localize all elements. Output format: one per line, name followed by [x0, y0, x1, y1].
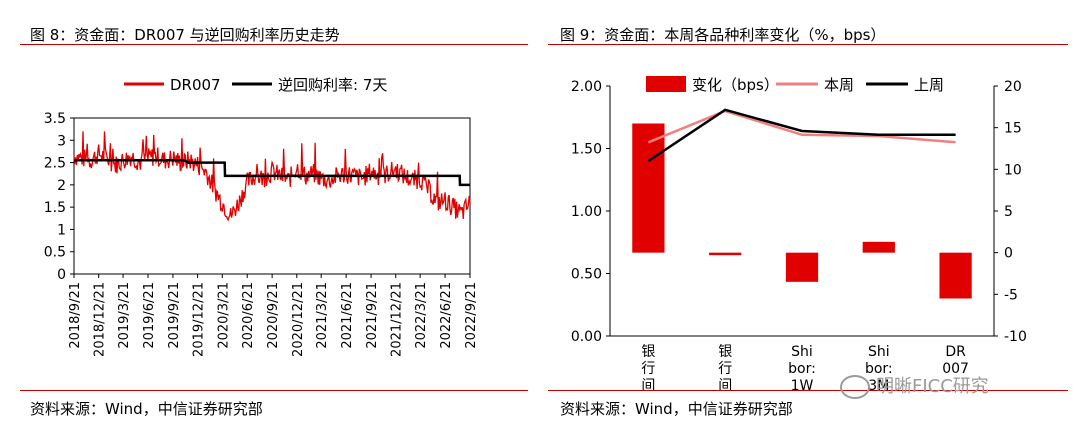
category-label-part: 间	[718, 378, 732, 390]
dr007-line-chart: 0 0.5 1 1.5 2 2.5 3 3.5 2018/9/21 2018/12/21 2019/…	[44, 76, 479, 357]
wechat-logo-icon	[840, 375, 870, 399]
x-tick-label: 2021/9/21	[365, 282, 380, 349]
category-label: DR007	[942, 344, 969, 377]
category-label-part: Shi	[868, 344, 890, 360]
left-y-tick-label: 2.00	[571, 79, 602, 95]
x-tick-label: 2021/3/21	[315, 282, 330, 349]
legend-label: 本周	[824, 76, 854, 94]
category-label-part: Shi	[791, 344, 813, 360]
series-line-reverse-repo-7d	[74, 159, 470, 187]
x-tick-label: 2020/9/21	[266, 282, 281, 349]
bar-change-bps	[862, 241, 895, 253]
legend-swatch	[646, 76, 686, 92]
category-label-part: 行	[718, 361, 732, 377]
left-y-tick-label: 0.00	[571, 329, 602, 345]
figure-8-title: 图 8：资金面：DR007 与逆回购利率历史走势	[30, 26, 340, 44]
y-tick-label: 2.5	[44, 156, 66, 172]
x-tick-label: 2018/12/21	[93, 282, 108, 357]
left-y-tick-label: 0.50	[571, 267, 602, 283]
category-label-part: 银	[718, 344, 732, 360]
plot-area-frame	[73, 117, 471, 275]
left-y-tick-label: 1.00	[571, 204, 602, 220]
series-line-dr007	[73, 131, 471, 222]
y-tick-label: 3.5	[44, 111, 66, 127]
x-tick-label: 2019/12/21	[192, 282, 207, 357]
right-y-tick-label: 10	[1004, 162, 1022, 178]
x-tick-label: 2019/6/21	[142, 282, 157, 349]
figure-9-panel: 图 9：资金面：本周各品种利率变化（%，bps） 资料来源：Wind，中信证券研…	[548, 0, 1080, 436]
y-tick-label: 3	[57, 133, 66, 149]
y-tick-label: 0	[57, 267, 66, 283]
legend-label: DR007	[170, 76, 221, 94]
x-tick-label: 2020/12/21	[291, 282, 306, 357]
figure-9-title-rule	[548, 44, 1068, 45]
x-tick-label: 2019/9/21	[167, 282, 182, 349]
figure-9-source-rule	[548, 390, 1068, 391]
y-tick-label: 1	[57, 222, 66, 238]
right-y-tick-label: -5	[1004, 287, 1018, 303]
figure-8-source: 资料来源：Wind，中信证券研究部	[30, 400, 263, 418]
category-label-part: 3M	[868, 378, 889, 390]
category-label: 银行间同	[641, 344, 655, 390]
x-tick-label: 2020/3/21	[216, 282, 231, 349]
y-tick-label: 1.5	[44, 200, 66, 216]
x-tick-label: 2020/6/21	[241, 282, 256, 349]
x-tick-label: 2021/12/21	[390, 282, 405, 357]
x-tick-label: 2021/6/21	[340, 282, 355, 349]
y-tick-label: 0.5	[44, 245, 66, 261]
category-label-part: 1W	[791, 378, 814, 390]
category-label-part: 行	[641, 361, 655, 377]
figure-8-title-rule	[20, 44, 528, 45]
right-y-tick-label: -10	[1004, 329, 1027, 345]
right-y-tick-label: 5	[1004, 204, 1013, 220]
legend-label: 变化（bps）	[692, 76, 779, 94]
watermark: 明晰FICC研究	[840, 372, 989, 399]
y-tick-label: 2	[57, 178, 66, 194]
figure-8-source-rule	[20, 390, 528, 391]
series-line-this-week	[647, 109, 956, 144]
bar-change-bps	[632, 123, 665, 253]
right-y-tick-label: 0	[1004, 246, 1013, 262]
left-y-tick-label: 1.50	[571, 142, 602, 158]
x-tick-label: 2022/6/21	[439, 282, 454, 349]
x-tick-label: 2022/3/21	[414, 282, 429, 349]
category-label-part: bor:	[865, 361, 893, 377]
x-tick-label: 2022/9/21	[464, 282, 479, 349]
figure-9-source: 资料来源：Wind，中信证券研究部	[560, 400, 793, 418]
figure-8-panel: 图 8：资金面：DR007 与逆回购利率历史走势 资料来源：Wind，中信证券研…	[0, 0, 530, 436]
bar-change-bps	[709, 252, 742, 256]
category-label-part: 间	[641, 378, 655, 390]
watermark-text: 明晰FICC研究	[876, 376, 989, 397]
category-label-part: 银	[641, 344, 655, 360]
category-label: 银行间同	[718, 344, 732, 390]
right-y-tick-label: 15	[1004, 121, 1022, 137]
legend-label: 逆回购利率: 7天	[278, 76, 387, 94]
bar-change-bps	[939, 252, 972, 299]
x-tick-label: 2018/9/21	[68, 282, 83, 349]
series-line-last-week	[647, 108, 956, 163]
right-y-tick-label: 20	[1004, 79, 1022, 95]
legend-label: 上周	[914, 76, 944, 94]
x-tick-label: 2019/3/21	[117, 282, 132, 349]
category-label-part: 007	[942, 361, 969, 377]
category-label-part: bor:	[788, 361, 816, 377]
figure-9-title: 图 9：资金面：本周各品种利率变化（%，bps）	[560, 26, 886, 44]
category-label-part: DR	[945, 344, 966, 360]
bar-change-bps	[785, 252, 819, 282]
rate-change-combo-chart: 0.000.501.001.502.00-10-505101520银行间同银行间…	[571, 76, 1027, 390]
